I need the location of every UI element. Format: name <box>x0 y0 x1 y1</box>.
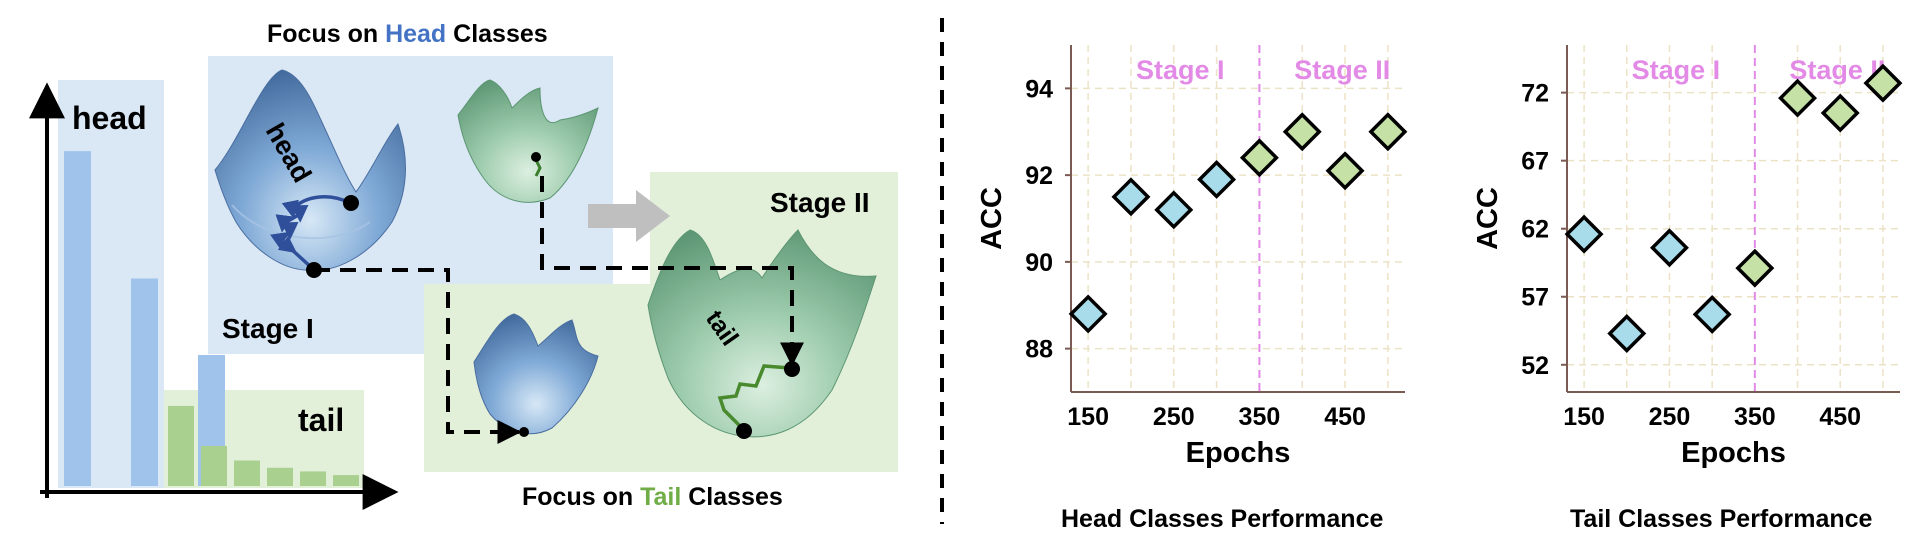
tail-trajectory <box>717 364 791 432</box>
data-point <box>1820 93 1860 133</box>
stage1-label: Stage I <box>222 313 314 344</box>
data-point <box>1692 294 1732 334</box>
y-tick-label: 72 <box>1521 80 1549 108</box>
data-point <box>1068 294 1108 334</box>
y-axis-label: ACC <box>976 187 1008 250</box>
head-loss-surface <box>214 69 406 271</box>
stage1-chart-label: Stage I <box>1632 55 1721 85</box>
head-performance-chart: 88 90 92 94 150 250 350 450 Epochs ACC Stage I Stag… <box>976 45 1408 469</box>
tail-label: tail <box>298 402 344 438</box>
transition-arrow <box>588 190 670 242</box>
tail-bar <box>234 460 260 486</box>
x-tick-label: 350 <box>1239 403 1281 431</box>
tail-word: Tail <box>640 483 681 511</box>
x-tick-label: 150 <box>1563 403 1605 431</box>
y-tick-label: 57 <box>1521 284 1549 312</box>
stage2-label: Stage II <box>770 187 870 218</box>
data-point <box>1735 248 1775 288</box>
data-point <box>1863 63 1903 103</box>
y-tick-label: 90 <box>1025 249 1053 277</box>
small-green-surface <box>457 79 599 203</box>
data-point <box>1368 112 1408 152</box>
tail-bar <box>300 471 326 486</box>
y-tick-label: 67 <box>1521 148 1549 176</box>
head-bar <box>64 151 91 486</box>
x-axis-label: Epochs <box>1681 437 1786 469</box>
stage1-chart-label: Stage I <box>1136 55 1225 85</box>
head-word: Head <box>385 20 446 48</box>
connector-green-to-tail <box>540 176 804 367</box>
data-point <box>1197 159 1237 199</box>
data-point <box>1325 151 1365 191</box>
data-point <box>1111 177 1151 217</box>
head-chart-title: Head Classes Performance <box>1061 505 1383 533</box>
x-tick-label: 450 <box>1324 403 1366 431</box>
data-point <box>1607 314 1647 353</box>
data-point <box>1239 138 1279 178</box>
data-point <box>1649 228 1689 268</box>
x-tick-label: 150 <box>1067 403 1109 431</box>
tail-panel-bg <box>164 390 364 488</box>
stage2-chart-label: Stage II <box>1294 55 1390 85</box>
connector-stage1-to-blue <box>314 268 522 444</box>
head-label: head <box>72 100 147 136</box>
stage-diagram: Focus on Head Classes head Stage I Stage… <box>208 20 898 511</box>
data-point <box>1282 112 1322 152</box>
tail-loss-surface <box>647 229 877 438</box>
y-tick-label: 88 <box>1025 336 1053 364</box>
tail-focus-title: Focus on Tail Classes <box>522 483 783 511</box>
y-axis-label: ACC <box>1472 187 1504 250</box>
tail-bar <box>168 405 194 486</box>
y-tick-label: 94 <box>1025 75 1053 103</box>
x-tick-label: 450 <box>1819 403 1861 431</box>
head-bar <box>131 278 158 486</box>
data-point <box>1564 214 1604 254</box>
tail-start-point <box>784 361 800 377</box>
small-blue-surface <box>473 313 599 435</box>
y-tick-label: 52 <box>1521 352 1549 380</box>
tail-bar <box>201 445 227 486</box>
data-point <box>1154 190 1194 230</box>
x-axis-label: Epochs <box>1186 437 1291 469</box>
head-start-point <box>343 195 359 211</box>
x-tick-label: 250 <box>1153 403 1195 431</box>
tail-chart-title: Tail Classes Performance <box>1570 505 1873 533</box>
small-blue-point <box>519 427 529 437</box>
x-tick-label: 250 <box>1649 403 1691 431</box>
tail-bar <box>333 475 359 486</box>
head-trajectory <box>270 195 351 270</box>
y-tick-label: 62 <box>1521 216 1549 244</box>
tail-bar <box>267 467 293 486</box>
long-tail-distribution: head tail <box>28 80 399 510</box>
small-green-point <box>531 152 541 162</box>
data-point <box>1778 78 1818 118</box>
x-tick-label: 350 <box>1734 403 1776 431</box>
head-focus-title: Focus on Head Classes <box>267 20 548 48</box>
tail-end-point <box>736 423 752 439</box>
tail-bars <box>168 405 359 486</box>
y-tick-label: 92 <box>1025 162 1053 190</box>
